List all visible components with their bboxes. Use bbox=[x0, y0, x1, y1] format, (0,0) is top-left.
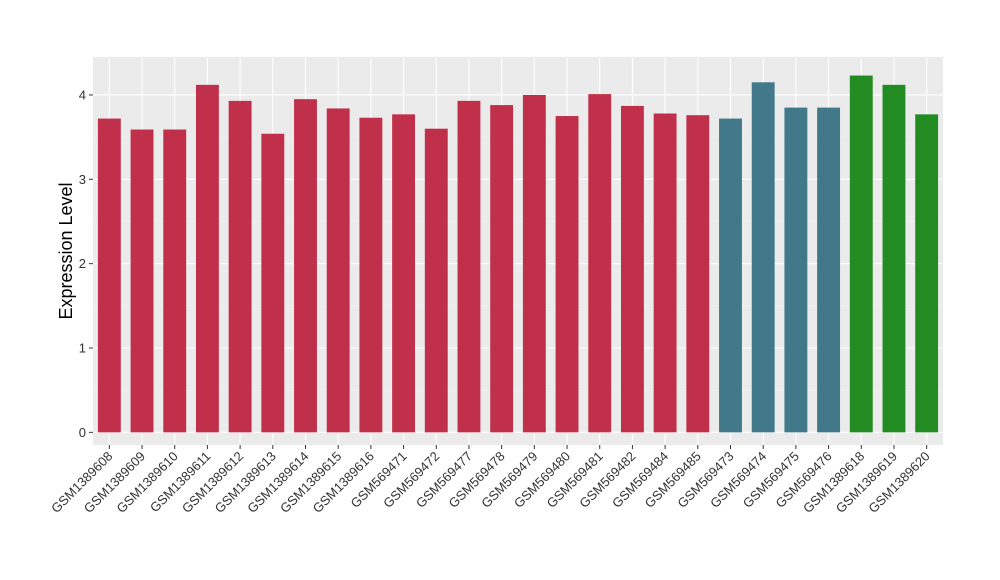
bars bbox=[97, 75, 939, 433]
bar bbox=[751, 82, 775, 433]
x-axis: GSM1389608GSM1389609GSM1389610GSM1389611… bbox=[48, 445, 933, 516]
bar bbox=[130, 129, 154, 433]
plot-panel bbox=[93, 57, 943, 445]
bar bbox=[915, 114, 939, 433]
y-axis-title: Expression Level bbox=[56, 182, 76, 319]
bar bbox=[294, 99, 317, 433]
bar bbox=[653, 113, 677, 433]
bar bbox=[555, 116, 579, 433]
bar bbox=[719, 118, 742, 433]
bar bbox=[326, 108, 350, 433]
bar bbox=[392, 114, 416, 433]
y-tick-label: 3 bbox=[79, 172, 86, 187]
bar bbox=[490, 105, 514, 433]
bar bbox=[620, 105, 644, 433]
bar bbox=[163, 129, 187, 433]
bar bbox=[228, 100, 252, 433]
bar bbox=[261, 133, 285, 433]
bar bbox=[588, 94, 612, 433]
bar bbox=[97, 118, 121, 433]
bar bbox=[686, 115, 710, 433]
y-tick-label: 0 bbox=[79, 425, 86, 440]
y-tick-label: 1 bbox=[79, 341, 86, 356]
bar bbox=[457, 100, 481, 433]
bar bbox=[882, 84, 906, 433]
bar bbox=[784, 107, 808, 433]
bar bbox=[424, 128, 448, 433]
bar bbox=[849, 75, 873, 433]
bar bbox=[522, 94, 546, 433]
y-tick-label: 2 bbox=[79, 256, 86, 271]
bar bbox=[817, 107, 841, 433]
y-tick-label: 4 bbox=[79, 87, 86, 102]
bar bbox=[195, 84, 219, 433]
y-axis: 0 1 2 3 4 bbox=[79, 87, 93, 440]
bar bbox=[359, 117, 383, 433]
